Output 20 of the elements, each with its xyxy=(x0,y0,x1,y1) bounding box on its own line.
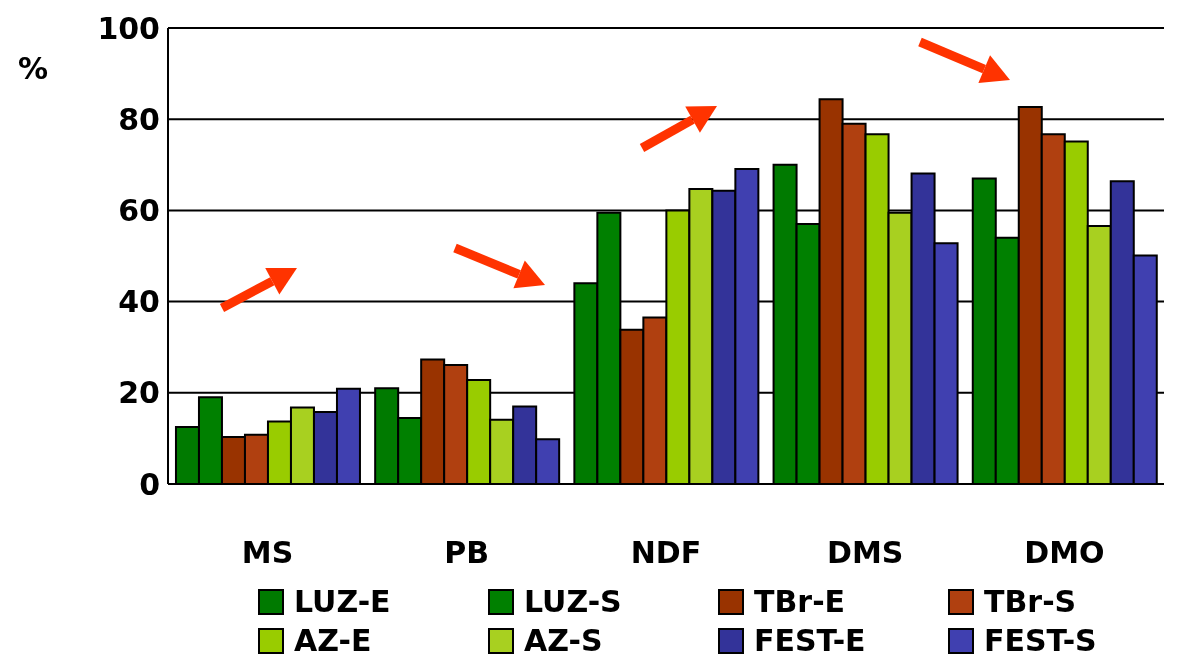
y-tick-label: 100 xyxy=(97,10,160,46)
y-tick-label: 0 xyxy=(139,466,160,502)
legend-label: TBr-E xyxy=(754,584,846,619)
legend-label: AZ-E xyxy=(294,623,372,658)
x-tick-label: PB xyxy=(444,535,490,571)
legend-label: FEST-S xyxy=(984,623,1097,658)
y-tick-label: 60 xyxy=(118,193,160,229)
y-axis-title: % xyxy=(18,51,49,87)
legend-label: LUZ-S xyxy=(524,584,622,619)
x-tick-label: NDF xyxy=(630,535,702,571)
x-tick-label: DMO xyxy=(1024,535,1105,571)
x-tick-label: DMS xyxy=(827,535,904,571)
y-tick-label: 80 xyxy=(118,101,160,137)
legend-label: AZ-S xyxy=(524,623,603,658)
y-tick-label: 40 xyxy=(118,284,160,320)
legend-label: LUZ-E xyxy=(294,584,391,619)
y-tick-label: 20 xyxy=(118,375,160,411)
x-tick-label: MS xyxy=(241,535,294,571)
legend-label: FEST-E xyxy=(754,623,866,658)
legend-label: TBr-S xyxy=(984,584,1077,619)
